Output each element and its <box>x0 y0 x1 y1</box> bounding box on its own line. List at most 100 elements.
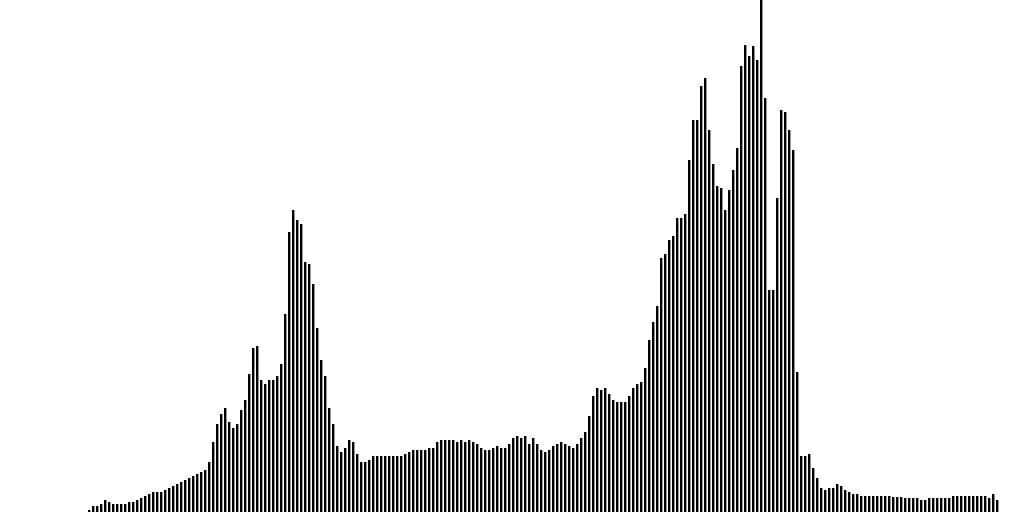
bar <box>732 170 735 512</box>
bar <box>896 497 899 512</box>
bar <box>804 456 807 512</box>
bar <box>236 424 239 512</box>
bar <box>96 506 99 512</box>
bar <box>876 496 879 512</box>
bar <box>964 496 967 512</box>
bar <box>792 150 795 512</box>
bar <box>812 468 815 512</box>
bar <box>724 210 727 512</box>
bar <box>836 484 839 512</box>
bar <box>556 444 559 512</box>
bar <box>696 120 699 512</box>
bar <box>824 490 827 512</box>
bar <box>980 496 983 512</box>
bar <box>204 470 207 512</box>
bar <box>376 456 379 512</box>
bar <box>528 444 531 512</box>
bar <box>788 130 791 512</box>
bar <box>800 456 803 512</box>
bar <box>440 440 443 512</box>
bar <box>832 488 835 512</box>
bar <box>296 220 299 512</box>
bar <box>444 440 447 512</box>
bar <box>744 45 747 512</box>
bar <box>448 440 451 512</box>
bar <box>808 454 811 512</box>
bar <box>616 402 619 512</box>
bar <box>712 164 715 512</box>
bar <box>660 258 663 512</box>
bar <box>500 448 503 512</box>
bar <box>288 232 291 512</box>
bar <box>180 482 183 512</box>
bar <box>572 448 575 512</box>
bar <box>720 188 723 512</box>
bar <box>684 214 687 512</box>
bar <box>844 490 847 512</box>
bar <box>652 322 655 512</box>
bar <box>560 442 563 512</box>
bar <box>112 504 115 512</box>
bar <box>192 476 195 512</box>
bar <box>776 198 779 512</box>
bar <box>664 254 667 512</box>
bar <box>752 46 755 512</box>
bar <box>280 364 283 512</box>
bar <box>300 224 303 512</box>
bar <box>188 478 191 512</box>
bar <box>608 394 611 512</box>
bar <box>592 396 595 512</box>
bar <box>456 442 459 512</box>
bar <box>424 450 427 512</box>
bar <box>384 456 387 512</box>
bar <box>816 478 819 512</box>
bar <box>196 474 199 512</box>
bar <box>268 380 271 512</box>
bar <box>212 442 215 512</box>
bar <box>920 500 923 512</box>
bar <box>864 496 867 512</box>
bar <box>364 462 367 512</box>
bar <box>256 346 259 512</box>
bar <box>208 462 211 512</box>
bar <box>756 60 759 512</box>
bar <box>240 410 243 512</box>
bar <box>396 456 399 512</box>
bar <box>648 340 651 512</box>
bar <box>944 498 947 512</box>
bar <box>540 450 543 512</box>
bar <box>132 502 135 512</box>
bar <box>856 494 859 512</box>
bar <box>924 500 927 512</box>
bar <box>320 360 323 512</box>
bar <box>324 376 327 512</box>
bar <box>676 218 679 512</box>
bar <box>116 504 119 512</box>
bar <box>228 422 231 512</box>
bar <box>780 110 783 512</box>
bar <box>464 442 467 512</box>
bar <box>620 402 623 512</box>
bar <box>988 498 991 512</box>
bar <box>260 380 263 512</box>
bar <box>820 488 823 512</box>
bar <box>536 444 539 512</box>
bar <box>292 210 295 512</box>
bar <box>516 436 519 512</box>
bar <box>468 440 471 512</box>
bar <box>840 486 843 512</box>
bar <box>904 498 907 512</box>
bar <box>136 500 139 512</box>
bar <box>284 314 287 512</box>
bar <box>496 446 499 512</box>
bar <box>148 494 151 512</box>
bar <box>740 66 743 512</box>
bar <box>524 436 527 512</box>
bar <box>472 442 475 512</box>
bar <box>156 492 159 512</box>
bar <box>176 484 179 512</box>
bar <box>784 112 787 512</box>
bar <box>172 486 175 512</box>
